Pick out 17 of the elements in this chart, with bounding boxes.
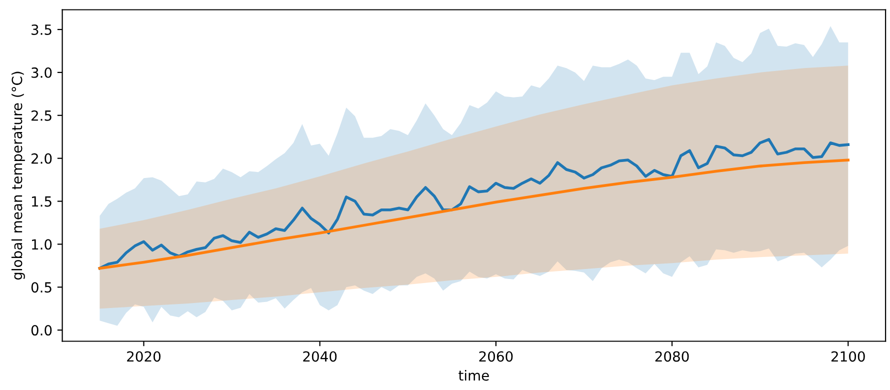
y-tick-label: 1.0 <box>32 239 52 250</box>
x-tick-label: 2040 <box>303 351 337 362</box>
line-series <box>98 158 850 270</box>
x-axis-title: time <box>458 370 489 381</box>
x-tick-label: 2100 <box>831 351 865 362</box>
y-tick-label: 2.0 <box>32 153 52 164</box>
y-tick-label: 0.5 <box>31 282 52 293</box>
y-tick-label: 3.0 <box>32 67 52 78</box>
y-tick-label: 3.5 <box>32 24 52 35</box>
y-tick-label: 0.0 <box>31 325 52 336</box>
y-tick-label: 2.5 <box>32 110 52 121</box>
y-tick-label: 1.5 <box>32 196 52 207</box>
x-tick-label: 2060 <box>479 351 513 362</box>
y-axis-title: global mean temperature (°C) <box>11 72 25 280</box>
x-tick-label: 2080 <box>655 351 689 362</box>
x-tick-label: 2020 <box>127 351 160 362</box>
line-series <box>98 138 850 270</box>
